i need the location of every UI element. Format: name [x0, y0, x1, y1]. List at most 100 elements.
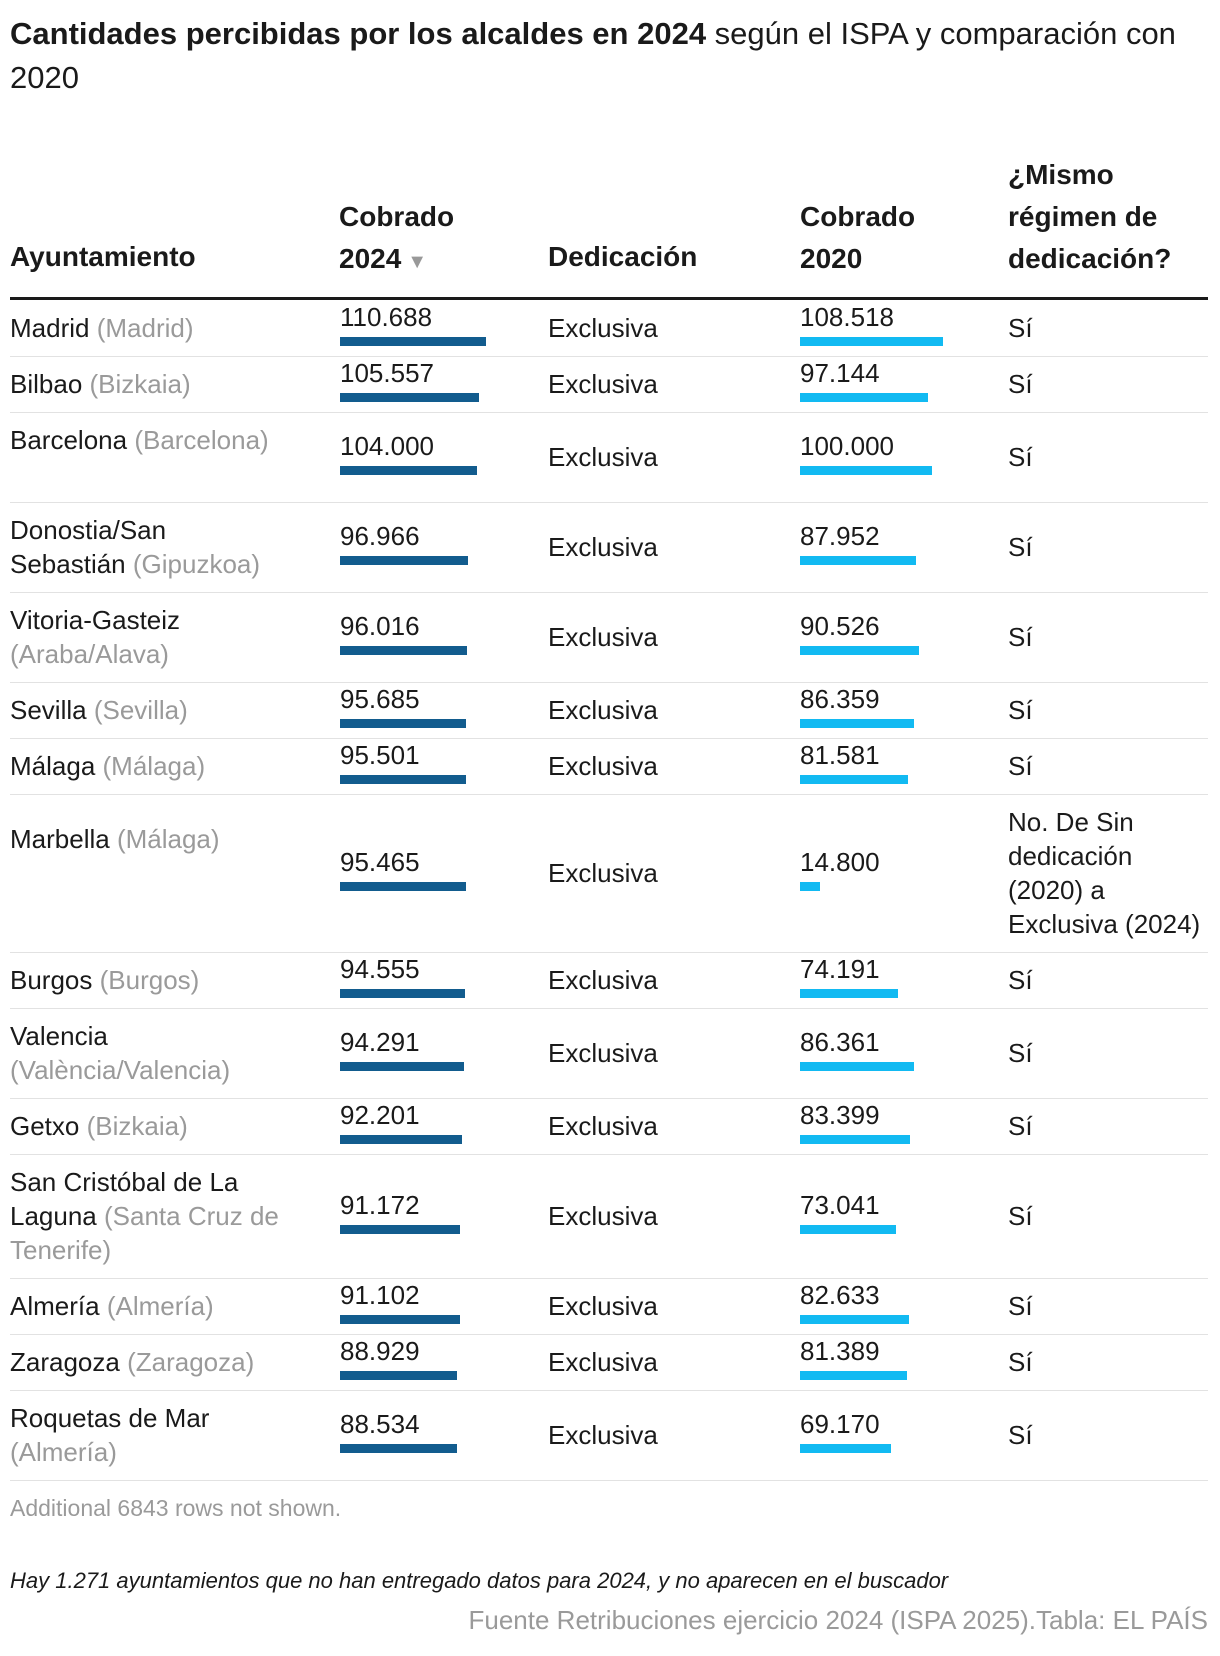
bar-2020	[800, 1225, 896, 1234]
city-name: Donostia/San Sebastián	[10, 515, 167, 579]
province-name: (Barcelona)	[134, 425, 269, 455]
bar-2020	[800, 775, 908, 784]
cell-mismo-regimen: Sí	[1008, 1111, 1033, 1141]
value-2020-label: 90.526	[800, 611, 880, 641]
table-row: Roquetas de Mar (Almería) 88.534 Exclusiva…	[10, 1390, 1208, 1481]
bar-2024	[340, 1225, 460, 1234]
province-name: (Bizkaia)	[89, 369, 191, 399]
cell-mismo-regimen: Sí	[1008, 695, 1033, 725]
city-name: Marbella	[10, 824, 110, 854]
cell-ayuntamiento: Getxo (Bizkaia)	[10, 1109, 280, 1143]
value-2024-label: 105.557	[340, 358, 434, 388]
value-2024-label: 95.501	[340, 740, 420, 770]
value-2024-label: 91.102	[340, 1280, 420, 1310]
bar-2020	[800, 1135, 910, 1144]
province-name: (Madrid)	[96, 313, 194, 343]
bar-2024	[340, 337, 486, 346]
city-name: Almería	[10, 1291, 100, 1321]
cell-dedicacion: Exclusiva	[548, 1347, 658, 1377]
cell-mismo-regimen: Sí	[1008, 1201, 1033, 1231]
cell-mismo-regimen: Sí	[1008, 1291, 1033, 1321]
city-name: Zaragoza	[10, 1347, 120, 1377]
bar-2024	[340, 719, 466, 728]
bar-2020	[800, 556, 916, 565]
header-ayuntamiento[interactable]: Ayuntamiento	[10, 241, 196, 272]
bar-2024	[340, 646, 467, 655]
sort-desc-icon[interactable]: ▼	[407, 251, 428, 273]
province-name: (Almería)	[10, 1437, 117, 1467]
header-dedicacion[interactable]: Dedicación	[548, 241, 698, 272]
header-mismo-line2: régimen de	[1008, 201, 1158, 232]
cell-ayuntamiento: Vitoria-Gasteiz (Araba/Alava)	[10, 603, 280, 671]
table-row: Vitoria-Gasteiz (Araba/Alava) 96.016 Exclu…	[10, 592, 1208, 683]
value-2020-label: 83.399	[800, 1100, 880, 1130]
province-name: (Santa Cruz de Tenerife)	[10, 1201, 279, 1265]
cell-ayuntamiento: Almería (Almería)	[10, 1289, 280, 1323]
source-credit: Fuente Retribuciones ejercicio 2024 (ISP…	[468, 1605, 1209, 1635]
cell-mismo-regimen: Sí	[1008, 1420, 1033, 1450]
table-row: Zaragoza (Zaragoza) 88.929 Exclusiva 81.389…	[10, 1334, 1208, 1391]
province-name: (Araba/Alava)	[10, 639, 169, 669]
cell-dedicacion: Exclusiva	[548, 622, 658, 652]
header-divider	[10, 297, 1208, 300]
bar-2024	[340, 556, 468, 565]
cell-mismo-regimen: Sí	[1008, 369, 1033, 399]
city-name: Burgos	[10, 965, 93, 995]
city-name: Bilbao	[10, 369, 83, 399]
city-name: Valencia	[10, 1021, 108, 1051]
bar-2020	[800, 989, 898, 998]
province-name: (Gipuzkoa)	[132, 549, 261, 579]
cell-ayuntamiento: Barcelona (Barcelona)	[10, 423, 280, 457]
table-row: Almería (Almería) 91.102 Exclusiva 82.633 Sí	[10, 1278, 1208, 1335]
province-name: (Bizkaia)	[86, 1111, 188, 1141]
value-2020-label: 74.191	[800, 954, 880, 984]
header-cobrado-2024[interactable]: Cobrado 2024 ▼	[339, 196, 454, 283]
value-2024-label: 94.555	[340, 954, 420, 984]
header-cobrado-2024-line2: 2024	[339, 243, 402, 274]
bar-2024	[340, 989, 465, 998]
province-name: (Málaga)	[116, 824, 220, 854]
cell-dedicacion: Exclusiva	[548, 313, 658, 343]
header-cobrado-2020-line1: Cobrado	[800, 201, 916, 232]
table-row: Sevilla (Sevilla) 95.685 Exclusiva 86.359 Sí	[10, 682, 1208, 739]
city-name: San Cristóbal de La Laguna	[10, 1167, 239, 1231]
value-2020-label: 81.389	[800, 1336, 880, 1366]
province-name: (Sevilla)	[93, 695, 188, 725]
header-cobrado-2020[interactable]: Cobrado 2020	[800, 196, 915, 280]
city-name: Barcelona	[10, 425, 128, 455]
value-2020-label: 14.800	[800, 847, 880, 877]
cell-dedicacion: Exclusiva	[548, 965, 658, 995]
value-2024-label: 91.172	[340, 1190, 420, 1220]
cell-mismo-regimen: Sí	[1008, 965, 1033, 995]
value-2024-label: 95.685	[340, 684, 420, 714]
city-name: Getxo	[10, 1111, 80, 1141]
cell-mismo-regimen: Sí	[1008, 1347, 1033, 1377]
value-2020-label: 73.041	[800, 1190, 880, 1220]
value-2024-label: 110.688	[340, 302, 433, 332]
city-name: Vitoria-Gasteiz	[10, 605, 181, 635]
cell-ayuntamiento: Valencia (València/Valencia)	[10, 1019, 280, 1087]
cell-ayuntamiento: Roquetas de Mar (Almería)	[10, 1401, 280, 1469]
cell-mismo-regimen: Sí	[1008, 313, 1033, 343]
province-name: (Zaragoza)	[127, 1347, 255, 1377]
value-2020-label: 69.170	[800, 1409, 880, 1439]
cell-ayuntamiento: San Cristóbal de La Laguna (Santa Cruz d…	[10, 1165, 280, 1267]
title-bold: Cantidades percibidas por los alcaldes e…	[10, 16, 707, 51]
province-name: (Almería)	[106, 1291, 214, 1321]
bar-2020	[800, 1444, 891, 1453]
bar-2024	[340, 1315, 460, 1324]
header-mismo-regimen[interactable]: ¿Mismo régimen de dedicación?	[1008, 154, 1171, 280]
cell-ayuntamiento: Zaragoza (Zaragoza)	[10, 1345, 280, 1379]
bar-2020	[800, 1371, 907, 1380]
bar-2020	[800, 393, 928, 402]
cell-dedicacion: Exclusiva	[548, 1420, 658, 1450]
value-2024-label: 104.000	[340, 431, 434, 461]
value-2020-label: 86.359	[800, 684, 880, 714]
bar-2024	[340, 393, 479, 402]
bar-2024	[340, 775, 466, 784]
cell-ayuntamiento: Burgos (Burgos)	[10, 963, 280, 997]
bar-2020	[800, 719, 914, 728]
cell-mismo-regimen: Sí	[1008, 532, 1033, 562]
cell-dedicacion: Exclusiva	[548, 1201, 658, 1231]
